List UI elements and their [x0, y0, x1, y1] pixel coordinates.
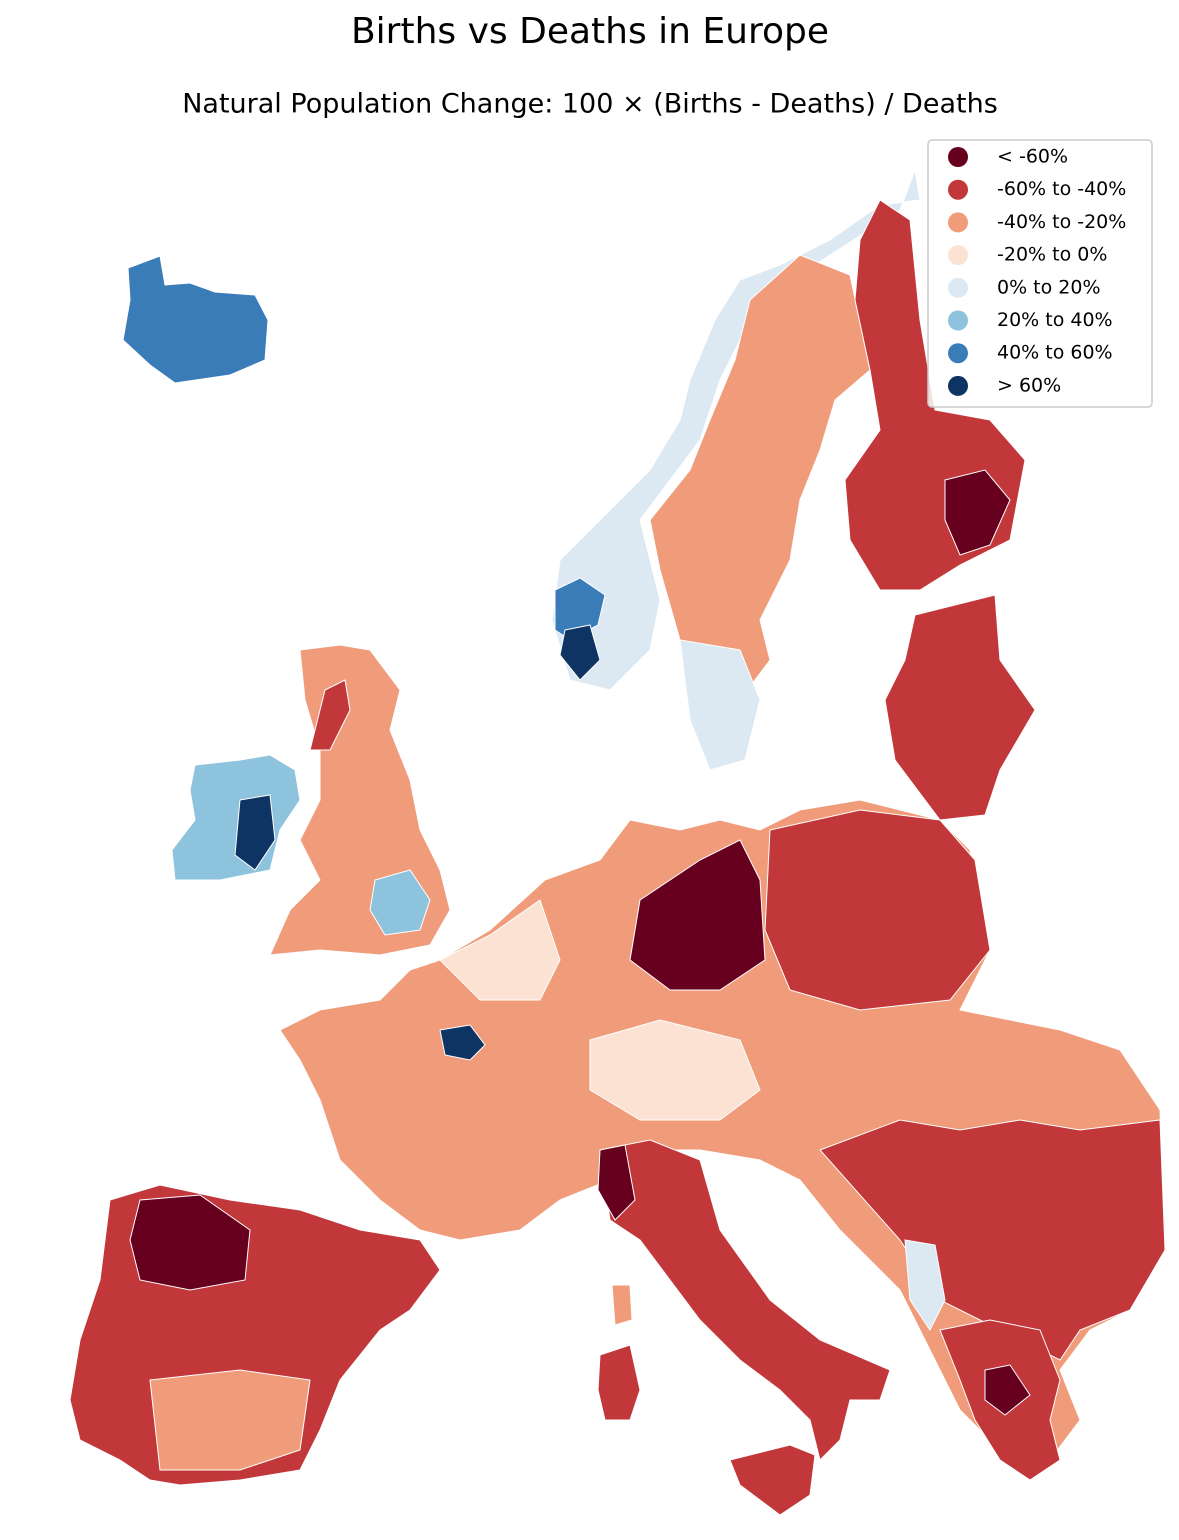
legend-marker — [948, 277, 968, 298]
ireland-east — [234, 794, 276, 871]
legend-label: 40% to 60% — [997, 342, 1113, 364]
italy — [599, 1139, 891, 1461]
legend-marker — [948, 310, 968, 331]
legend: < -60% -60% to -40% -40% to -20% -20% to 0%… — [927, 139, 1153, 408]
legend-marker — [948, 375, 968, 396]
legend-label: 0% to 20% — [997, 276, 1101, 298]
legend-marker — [948, 245, 968, 266]
scotland-highlands — [309, 679, 351, 751]
legend-label: 20% to 40% — [997, 309, 1113, 331]
map-subtitle: Natural Population Change: 100 × (Births… — [182, 89, 998, 120]
castilla — [129, 1194, 251, 1291]
legend-label: -60% to -40% — [997, 178, 1126, 200]
benelux — [439, 899, 561, 1001]
legend-label: -20% to 0% — [997, 244, 1107, 266]
legend-marker — [948, 343, 968, 364]
london-area — [369, 869, 431, 936]
greece-central — [984, 1364, 1031, 1416]
legend-label: > 60% — [997, 374, 1061, 396]
iceland — [122, 255, 269, 384]
sweden — [649, 254, 871, 701]
eastern-germany — [629, 839, 766, 991]
map-title: Births vs Deaths in Europe — [351, 11, 829, 52]
poland — [764, 809, 991, 1011]
sicily — [729, 1444, 816, 1516]
piedmont — [597, 1144, 636, 1221]
alpine-region — [589, 1019, 761, 1121]
legend-marker — [948, 212, 968, 233]
norway-west — [554, 577, 606, 641]
andalusia — [149, 1369, 311, 1471]
legend-box — [927, 139, 1153, 408]
ireland — [171, 754, 301, 881]
sardinia — [597, 1344, 641, 1421]
legend-marker — [948, 147, 968, 167]
albania — [904, 1239, 946, 1331]
corsica — [611, 1284, 633, 1326]
legend-label: < -60% — [997, 146, 1068, 168]
norway-southwest — [559, 624, 601, 681]
paris-area — [439, 1024, 486, 1061]
finland-east — [944, 469, 1011, 556]
baltic-states — [884, 594, 1036, 821]
legend-marker — [948, 179, 968, 200]
sweden-south — [679, 639, 761, 771]
landmasses — [69, 168, 1166, 1516]
legend-label: -40% to -20% — [997, 211, 1126, 233]
balkans — [819, 1119, 1166, 1361]
